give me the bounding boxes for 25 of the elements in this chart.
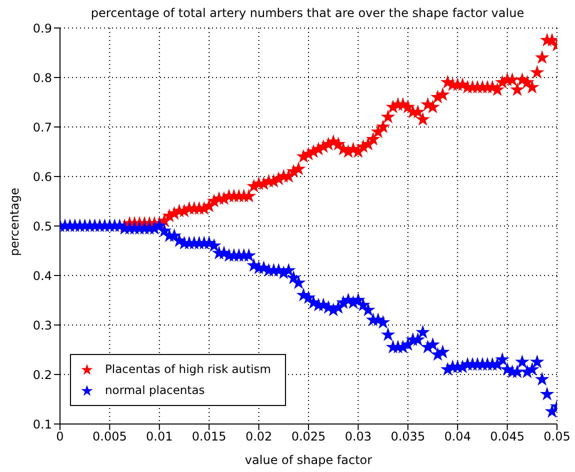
y-tick-label: 0.6 (32, 170, 52, 184)
legend-label: Placentas of high risk autism (105, 361, 271, 378)
x-tick-label: 0.04 (444, 430, 471, 444)
y-tick-label: 0.1 (32, 417, 52, 432)
y-tick-label: 0.8 (32, 70, 52, 85)
x-tick-label: 0.015 (192, 430, 226, 444)
x-tick-label: 0.02 (245, 430, 272, 444)
y-tick-label: 0.4 (32, 268, 52, 283)
y-tick-label: 0.2 (32, 368, 52, 382)
y-tick-label: 0.7 (32, 120, 52, 134)
y-tick-label: 0.3 (32, 318, 52, 332)
x-tick-label: 0.045 (490, 430, 524, 444)
chart-title: percentage of total artery numbers that are over the shape factor value (90, 6, 526, 20)
x-tick-label: 0.01 (146, 430, 173, 444)
x-tick-label: 0.03 (344, 430, 372, 444)
x-tick-label: 0.025 (291, 430, 326, 444)
y-tick-label: 0.9 (32, 21, 52, 36)
x-tick-label: 0 (56, 430, 64, 444)
x-tick-label: 0.005 (92, 430, 127, 444)
legend-label: normal placentas (105, 382, 205, 399)
y-tick-label: 0.5 (32, 219, 52, 234)
x-tick-label: 0.035 (390, 430, 426, 444)
y-axis-title: percentage (7, 188, 22, 256)
x-tick-label: 0.05 (544, 430, 570, 444)
x-axis-title: value of shape factor (244, 453, 372, 467)
